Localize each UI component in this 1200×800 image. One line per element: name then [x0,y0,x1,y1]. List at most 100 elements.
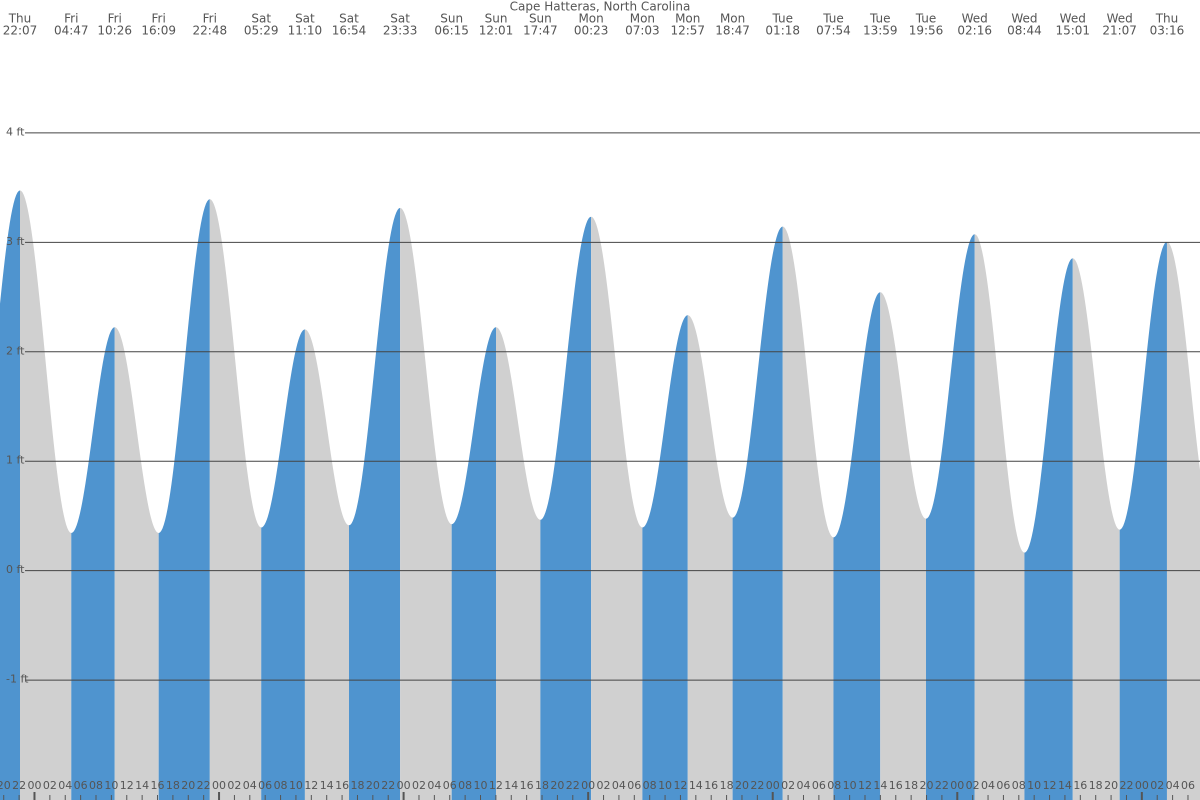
hour-tick-label: 14 [873,779,887,792]
falling-tide [782,226,834,800]
hour-tick-label: 04 [981,779,995,792]
falling-tide [974,234,1025,800]
hour-tick-label: 10 [104,779,118,792]
falling-tide [591,216,643,800]
hour-tick-label: 08 [458,779,472,792]
extreme-time: 16:09 [141,24,176,38]
hour-tick-label: 04 [612,779,626,792]
extreme-time: 17:47 [523,24,558,38]
y-tick-label: 4 ft [6,125,25,138]
hour-tick-label: 00 [397,779,411,792]
extreme-time: 04:47 [54,24,89,38]
rising-tide [833,292,881,800]
hour-tick-label: 08 [1012,779,1026,792]
hour-tick-label: 18 [166,779,180,792]
hour-tick-label: 22 [197,779,211,792]
rising-tide [540,216,592,800]
hour-tick-label: 06 [1181,779,1195,792]
hour-tick-label: 02 [1150,779,1164,792]
extreme-time: 01:18 [765,24,800,38]
rising-tide [0,190,20,800]
hour-tick-label: 20 [920,779,934,792]
extreme-day: Wed [1011,12,1037,26]
rising-tide [71,327,115,800]
extreme-time: 07:03 [625,24,660,38]
hour-tick-label: 22 [1119,779,1133,792]
hour-tick-label: 20 [181,779,195,792]
falling-tide [20,190,72,800]
hour-tick-label: 02 [227,779,241,792]
extreme-day: Mon [630,12,655,26]
hour-tick-label: 14 [320,779,334,792]
hour-tick-label: 22 [12,779,26,792]
hour-tick-label: 02 [412,779,426,792]
extreme-day: Fri [64,12,78,26]
extreme-day: Thu [1155,12,1179,26]
hour-tick-label: 16 [704,779,718,792]
hour-tick-label: 00 [212,779,226,792]
hour-tick-label: 00 [950,779,964,792]
hour-tick-label: 10 [658,779,672,792]
extreme-time: 15:01 [1055,24,1090,38]
hour-tick-label: 10 [843,779,857,792]
extreme-time: 19:56 [909,24,944,38]
hour-tick-label: 06 [996,779,1010,792]
extreme-day: Tue [771,12,793,26]
extreme-time: 22:07 [3,24,38,38]
hour-tick-label: 06 [443,779,457,792]
hour-tick-label: 12 [489,779,503,792]
extreme-day: Fri [203,12,217,26]
hour-tick-label: 00 [1135,779,1149,792]
hour-tick-label: 22 [381,779,395,792]
rising-tide [451,327,497,800]
hour-tick-label: 16 [1073,779,1087,792]
extreme-time: 08:44 [1007,24,1042,38]
extreme-time: 02:16 [957,24,992,38]
hour-tick-label: 02 [43,779,57,792]
extreme-time: 06:15 [434,24,469,38]
extreme-day: Sun [440,12,463,26]
extreme-day: Wed [962,12,988,26]
hour-tick-label: 20 [366,779,380,792]
rising-tide [1024,258,1073,800]
hour-tick-label: 18 [535,779,549,792]
extreme-day: Sun [529,12,552,26]
extreme-day: Sat [295,12,315,26]
extreme-time: 12:57 [670,24,705,38]
hour-tick-label: 10 [289,779,303,792]
rising-tide [349,207,401,800]
hour-tick-label: 22 [566,779,580,792]
extreme-day: Sun [485,12,508,26]
hour-tick-label: 22 [750,779,764,792]
hour-tick-label: 20 [735,779,749,792]
y-tick-label: 1 ft [6,454,25,467]
hour-tick-label: 20 [550,779,564,792]
hour-tick-label: 12 [858,779,872,792]
hour-tick-label: 16 [520,779,534,792]
extreme-day: Tue [915,12,937,26]
hour-tick-label: 04 [427,779,441,792]
rising-tide [926,234,975,800]
y-tick-label: 3 ft [6,235,25,248]
extreme-day: Sat [339,12,359,26]
hour-tick-label: 22 [935,779,949,792]
hour-tick-label: 08 [89,779,103,792]
extreme-day: Wed [1107,12,1133,26]
hour-tick-label: 00 [581,779,595,792]
extreme-time: 10:26 [97,24,132,38]
extreme-day: Tue [869,12,891,26]
extreme-day: Mon [578,12,603,26]
chart-title: Cape Hatteras, North Carolina [510,0,691,14]
hour-tick-label: 06 [258,779,272,792]
extreme-day: Mon [675,12,700,26]
extreme-day: Wed [1060,12,1086,26]
hour-tick-label: 12 [673,779,687,792]
extreme-day: Fri [108,12,122,26]
hour-tick-label: 06 [627,779,641,792]
hour-tick-label: 18 [904,779,918,792]
hour-tick-label: 14 [135,779,149,792]
extreme-time: 21:07 [1102,24,1137,38]
extreme-day: Thu [8,12,32,26]
extreme-time: 05:29 [244,24,279,38]
